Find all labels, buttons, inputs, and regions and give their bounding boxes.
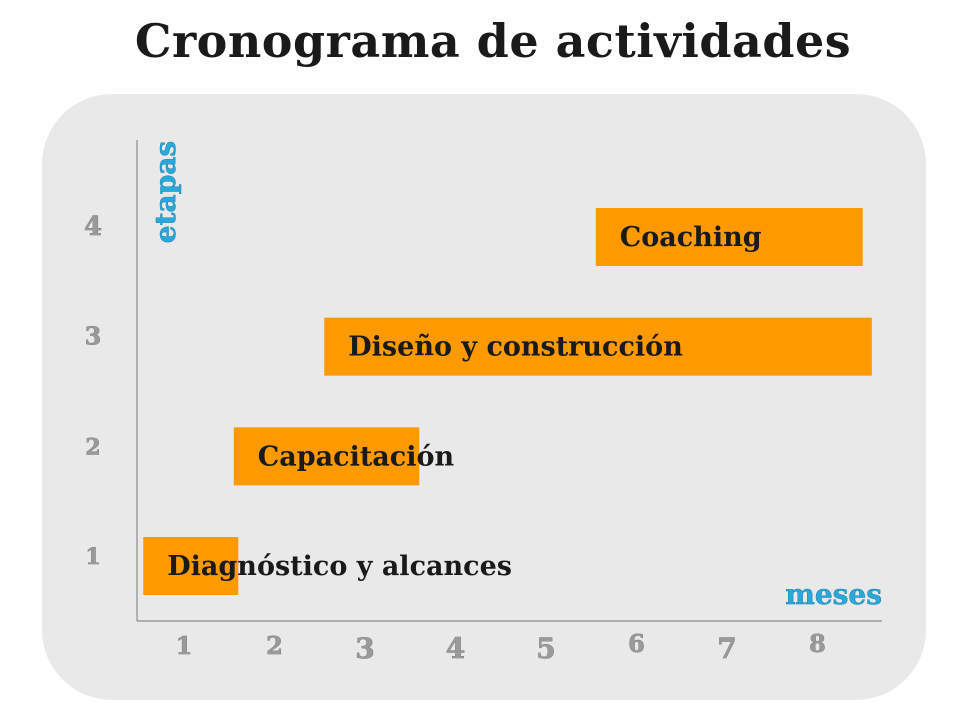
x-tick-6: 6 bbox=[628, 629, 645, 658]
chart-title: Cronograma de actividades bbox=[134, 14, 852, 68]
y-tick-1: 1 bbox=[85, 544, 100, 570]
x-tick-7: 7 bbox=[717, 632, 736, 665]
chart-panel bbox=[42, 94, 926, 700]
gantt-bar-4 bbox=[595, 207, 863, 266]
gantt-bar-label-3: Diseño y construcción bbox=[348, 332, 683, 363]
bars-group: Diagnóstico y alcances Capacitación Diseño… bbox=[143, 207, 872, 595]
gantt-bar-label-1: Diagnóstico y alcances bbox=[167, 551, 512, 582]
gantt-bar-label-2: Capacitación bbox=[258, 441, 455, 472]
gantt-bar-1 bbox=[143, 537, 239, 595]
x-axis-label: meses bbox=[785, 578, 882, 611]
x-tick-4: 4 bbox=[446, 632, 465, 665]
y-tick-4: 4 bbox=[84, 212, 102, 242]
gantt-bar-label-4: Coaching bbox=[620, 222, 762, 253]
y-tick-3: 3 bbox=[85, 322, 102, 351]
x-tick-1: 1 bbox=[176, 631, 193, 660]
y-tick-2: 2 bbox=[85, 434, 100, 460]
x-tick-labels: 1 2 3 4 5 6 7 8 bbox=[175, 629, 826, 666]
gantt-bar-2 bbox=[233, 427, 420, 486]
x-tick-5: 5 bbox=[536, 632, 555, 665]
x-tick-2: 2 bbox=[266, 631, 283, 660]
gantt-bar-3 bbox=[324, 317, 872, 376]
y-tick-labels: 1 2 3 4 bbox=[84, 212, 103, 571]
x-tick-8: 8 bbox=[809, 629, 826, 658]
y-axis-label: etapas bbox=[149, 141, 182, 243]
x-tick-3: 3 bbox=[355, 632, 374, 665]
